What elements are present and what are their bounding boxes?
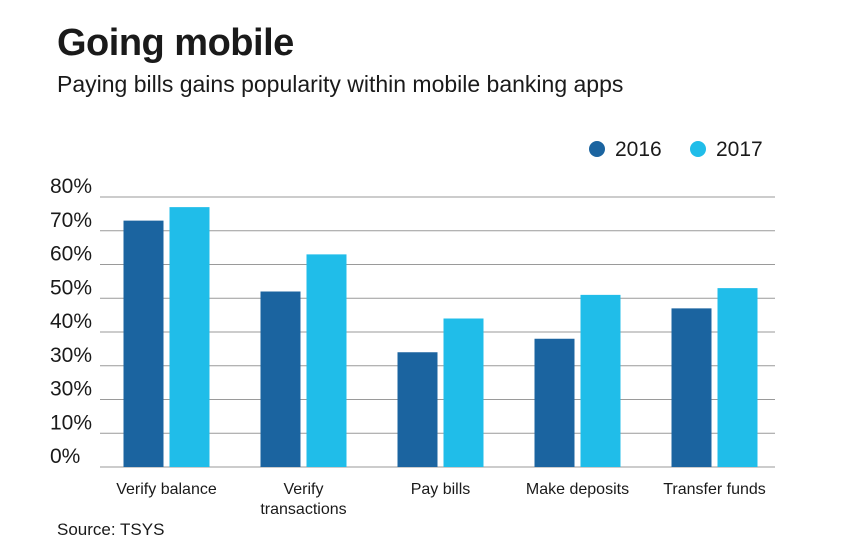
y-tick-label: 30% [50, 378, 92, 401]
legend: 2016 2017 [589, 138, 763, 161]
y-tick-label: 80% [50, 175, 92, 198]
bar-2016-1 [260, 291, 301, 467]
y-tick-label: 60% [50, 243, 92, 266]
bar-2017-1 [306, 254, 347, 467]
legend-label-2017: 2017 [716, 138, 763, 161]
bar-2017-4 [717, 288, 758, 467]
y-tick-label: 0% [50, 445, 80, 468]
x-category-label: Transfer funds [663, 481, 766, 498]
bar-2016-4 [671, 308, 712, 467]
x-category-label: Pay bills [411, 481, 471, 498]
x-axis-category-labels: Verify balance Verify transactions Pay bill… [116, 481, 766, 518]
y-tick-label: 30% [50, 344, 92, 367]
legend-label-2016: 2016 [615, 138, 662, 161]
source-note: Source: TSYS [57, 520, 165, 539]
legend-swatch-2017 [690, 141, 706, 157]
bar-2016-0 [123, 220, 164, 467]
bar-2016-2 [397, 352, 438, 467]
chart-subtitle: Paying bills gains popularity within mob… [57, 71, 624, 97]
y-axis-tick-labels: 0% 10% 30% 30% 40% 50% 60% 70% 80% [50, 175, 92, 468]
y-tick-label: 40% [50, 310, 92, 333]
x-category-label: Verify [283, 481, 323, 498]
bar-2017-2 [443, 318, 484, 467]
bar-2017-0 [169, 207, 210, 467]
bars [123, 207, 758, 467]
y-tick-label: 10% [50, 411, 92, 434]
x-category-label: Verify balance [116, 481, 217, 498]
x-category-label: transactions [260, 501, 346, 518]
x-category-label: Make deposits [526, 481, 629, 498]
bar-2017-3 [580, 294, 621, 467]
bar-2016-3 [534, 338, 575, 467]
y-tick-label: 70% [50, 209, 92, 232]
chart-title: Going mobile [57, 22, 294, 64]
y-tick-label: 50% [50, 276, 92, 299]
legend-swatch-2016 [589, 141, 605, 157]
